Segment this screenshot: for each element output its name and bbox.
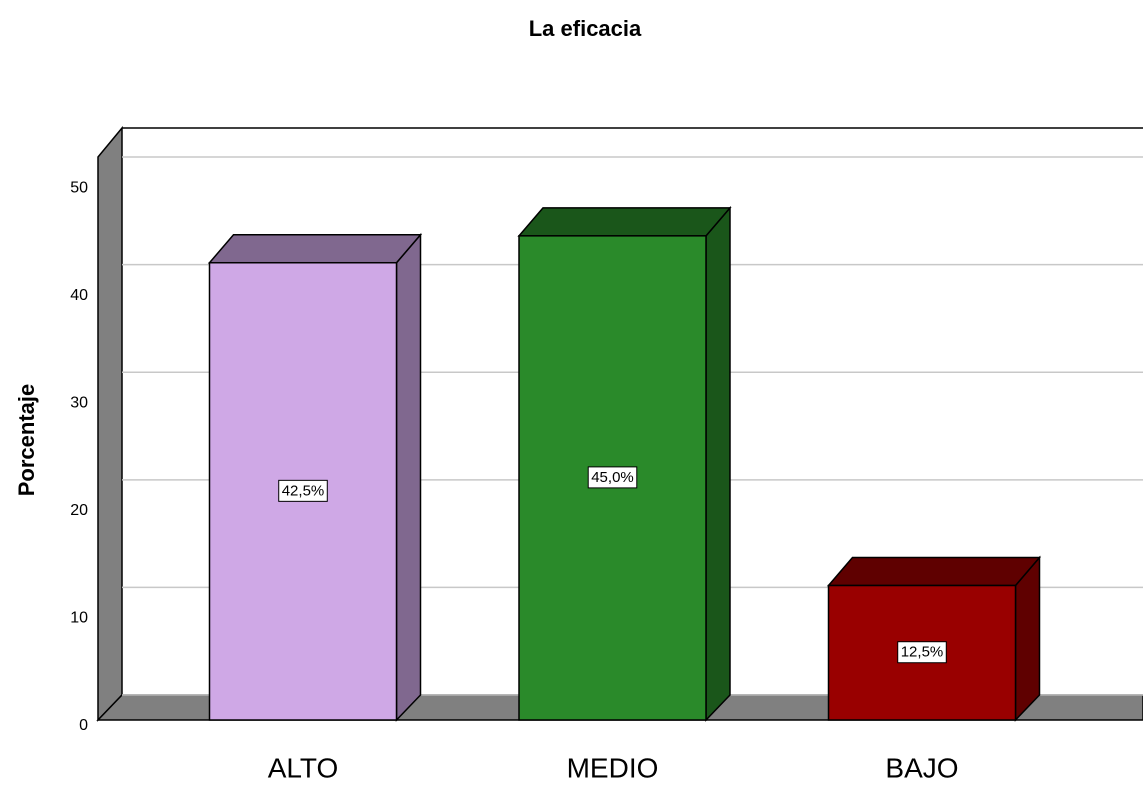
bar-top [517, 207, 732, 237]
bar [826, 555, 1042, 722]
data-label: 12,5% [901, 644, 944, 661]
y-tick-label: 20 [70, 502, 88, 519]
y-tick-label: 50 [70, 179, 88, 196]
bar [207, 232, 423, 722]
bar-top [207, 233, 423, 264]
y-axis-label: Porcentaje [14, 384, 39, 497]
y-tick-label: 0 [79, 717, 88, 734]
bar-top [826, 556, 1042, 587]
bar-side [705, 205, 731, 722]
data-label-box [897, 641, 947, 664]
data-label: 45,0% [591, 469, 634, 486]
chart-title: La eficacia [529, 16, 642, 41]
x-tick-label: BAJO [885, 752, 958, 783]
left-wall [97, 125, 123, 722]
bar [517, 205, 732, 722]
data-label-box [587, 466, 638, 489]
bar-side [395, 232, 422, 722]
data-label-box [278, 479, 328, 502]
y-tick-label: 10 [70, 610, 88, 627]
y-tick-label: 40 [70, 287, 88, 304]
x-tick-label: ALTO [268, 752, 339, 783]
x-tick-label: MEDIO [567, 752, 659, 783]
data-label: 42,5% [282, 482, 325, 499]
y-tick-label: 30 [70, 394, 88, 411]
